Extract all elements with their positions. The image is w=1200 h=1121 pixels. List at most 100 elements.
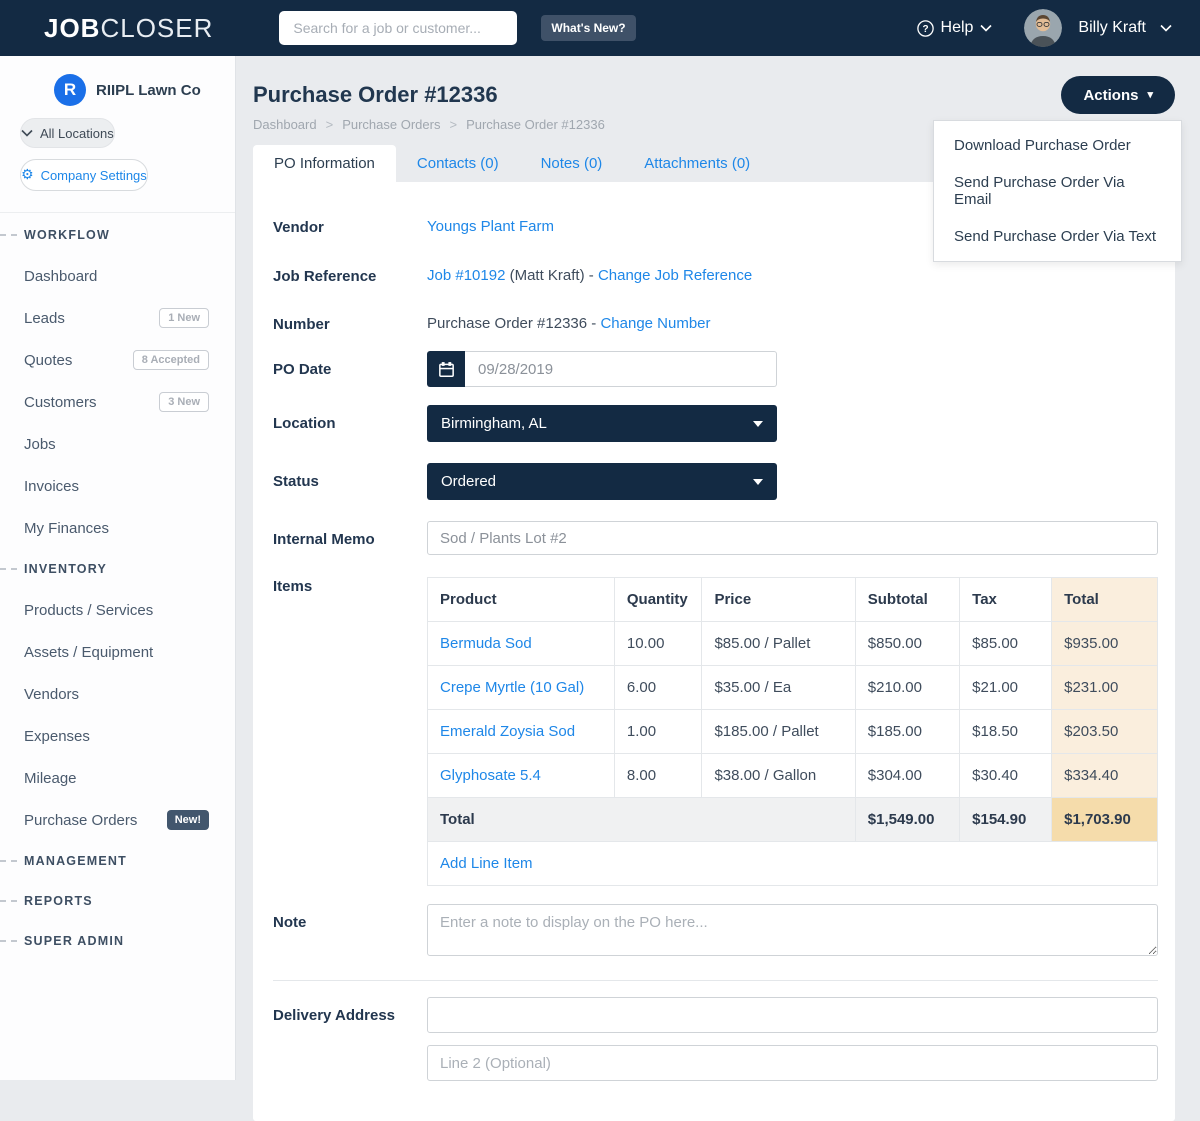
product-link[interactable]: Glyphosate 5.4 (440, 767, 541, 784)
delivery-address-line1-input[interactable] (427, 997, 1158, 1033)
subtotal-cell: $850.00 (855, 622, 959, 666)
job-link[interactable]: Job #10192 (427, 267, 505, 284)
app-logo: JOBCLOSER (44, 13, 213, 44)
product-link[interactable]: Emerald Zoysia Sod (440, 723, 575, 740)
price-cell: $35.00 / Ea (702, 666, 855, 710)
sidebar-item-my-finances[interactable]: My Finances (0, 518, 235, 538)
sidebar-item-leads[interactable]: Leads1 New (0, 308, 235, 328)
vendor-link[interactable]: Youngs Plant Farm (427, 218, 554, 235)
tax-cell: $85.00 (960, 622, 1052, 666)
sidebar-item-label: Quotes (24, 352, 72, 369)
tab-contacts[interactable]: Contacts (0) (396, 145, 520, 182)
totals-tax: $154.90 (960, 798, 1052, 842)
totals-subtotal: $1,549.00 (855, 798, 959, 842)
totals-label: Total (428, 798, 856, 842)
section-header-management[interactable]: MANAGEMENT (0, 852, 235, 870)
table-row: Glyphosate 5.4 8.00 $38.00 / Gallon $304… (428, 754, 1158, 798)
note-row: Note (273, 904, 1158, 960)
quotes-badge: 8 Accepted (133, 350, 209, 370)
sidebar-item-jobs[interactable]: Jobs (0, 434, 235, 454)
sidebar-item-expenses[interactable]: Expenses (0, 726, 235, 746)
col-product: Product (428, 578, 615, 622)
user-avatar[interactable] (1024, 9, 1062, 47)
sidebar-item-customers[interactable]: Customers3 New (0, 392, 235, 412)
search-input[interactable] (279, 11, 517, 45)
actions-button[interactable]: Actions ▾ (1061, 76, 1175, 114)
po-date-label: PO Date (273, 351, 427, 378)
total-cell: $935.00 (1052, 622, 1158, 666)
tax-cell: $18.50 (960, 710, 1052, 754)
product-link[interactable]: Bermuda Sod (440, 635, 532, 652)
sidebar-item-invoices[interactable]: Invoices (0, 476, 235, 496)
note-label: Note (273, 904, 427, 931)
sidebar-item-label: Jobs (24, 436, 56, 453)
number-row: Number Purchase Order #12336 - Change Nu… (273, 315, 1158, 333)
breadcrumb-purchase-orders[interactable]: Purchase Orders (342, 117, 440, 132)
top-navbar: JOBCLOSER What's New? ? Help Billy Kraft (0, 0, 1200, 56)
user-name[interactable]: Billy Kraft (1078, 19, 1146, 37)
sidebar-item-mileage[interactable]: Mileage (0, 768, 235, 788)
logo-bold: JOB (44, 13, 100, 43)
purchase-orders-new-badge: New! (167, 810, 209, 830)
location-select[interactable]: Birmingham, AL (427, 405, 777, 442)
help-label: Help (941, 19, 974, 37)
col-price: Price (702, 578, 855, 622)
items-row: Items Product Quantity Price Subtotal Ta… (273, 577, 1158, 886)
calendar-button[interactable] (427, 351, 465, 387)
section-header-inventory: INVENTORY (0, 560, 235, 578)
product-link[interactable]: Crepe Myrtle (10 Gal) (440, 679, 584, 696)
sidebar-item-purchase-orders[interactable]: Purchase OrdersNew! (0, 810, 235, 830)
chevron-down-icon (980, 24, 992, 32)
company-settings-button[interactable]: ⚙ Company Settings (20, 159, 148, 191)
breadcrumb-dashboard[interactable]: Dashboard (253, 117, 317, 132)
help-menu[interactable]: ? Help (917, 19, 993, 37)
po-date-group (427, 351, 777, 387)
section-header-reports[interactable]: REPORTS (0, 892, 235, 910)
sidebar: R RIIPL Lawn Co All Locations ⚙ Company … (0, 56, 236, 1080)
job-reference-label: Job Reference (273, 267, 427, 285)
menu-item-download-po[interactable]: Download Purchase Order (934, 127, 1181, 164)
sidebar-item-assets-equipment[interactable]: Assets / Equipment (0, 642, 235, 662)
sidebar-item-dashboard[interactable]: Dashboard (0, 266, 235, 286)
tab-attachments[interactable]: Attachments (0) (623, 145, 771, 182)
po-date-input[interactable] (465, 351, 777, 387)
table-row: Emerald Zoysia Sod 1.00 $185.00 / Pallet… (428, 710, 1158, 754)
sidebar-item-vendors[interactable]: Vendors (0, 684, 235, 704)
location-label: Location (273, 405, 427, 432)
whats-new-button[interactable]: What's New? (541, 15, 635, 41)
chevron-down-icon[interactable] (1160, 24, 1172, 32)
internal-memo-input[interactable] (427, 521, 1158, 555)
note-textarea[interactable] (427, 904, 1158, 956)
total-cell: $203.50 (1052, 710, 1158, 754)
breadcrumb-separator: > (326, 117, 334, 132)
col-quantity: Quantity (614, 578, 702, 622)
quantity-cell: 6.00 (614, 666, 702, 710)
status-label: Status (273, 463, 427, 490)
add-line-item-link[interactable]: Add Line Item (440, 855, 533, 872)
status-select[interactable]: Ordered (427, 463, 777, 500)
job-contact: (Matt Kraft) (510, 267, 585, 284)
sidebar-item-quotes[interactable]: Quotes 8 Accepted (0, 350, 235, 370)
all-locations-selector[interactable]: All Locations (20, 118, 115, 148)
po-information-panel: Vendor Youngs Plant Farm Job Reference J… (253, 182, 1175, 1121)
company-name: RIIPL Lawn Co (96, 82, 201, 99)
change-job-reference-link[interactable]: Change Job Reference (598, 267, 752, 284)
status-row: Status Ordered (273, 463, 1158, 500)
menu-item-send-po-email[interactable]: Send Purchase Order Via Email (934, 164, 1181, 218)
quantity-cell: 10.00 (614, 622, 702, 666)
table-row: Crepe Myrtle (10 Gal) 6.00 $35.00 / Ea $… (428, 666, 1158, 710)
sidebar-item-label: My Finances (24, 520, 109, 537)
caret-down-icon: ▾ (1147, 90, 1153, 101)
actions-dropdown-menu: Download Purchase Order Send Purchase Or… (933, 120, 1182, 262)
menu-item-send-po-text[interactable]: Send Purchase Order Via Text (934, 218, 1181, 255)
tab-notes[interactable]: Notes (0) (520, 145, 624, 182)
company-logo: R (54, 74, 86, 106)
delivery-address-line2-input[interactable] (427, 1045, 1158, 1081)
tab-po-information[interactable]: PO Information (253, 145, 396, 182)
sidebar-item-products-services[interactable]: Products / Services (0, 600, 235, 620)
caret-down-icon (753, 479, 763, 485)
items-header-row: Product Quantity Price Subtotal Tax Tota… (428, 578, 1158, 622)
subtotal-cell: $304.00 (855, 754, 959, 798)
change-number-link[interactable]: Change Number (600, 315, 710, 332)
section-header-super-admin[interactable]: SUPER ADMIN (0, 932, 235, 950)
